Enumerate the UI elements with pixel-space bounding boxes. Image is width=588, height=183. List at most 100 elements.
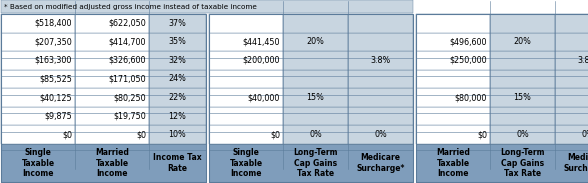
Bar [348,14,413,33]
Bar [149,14,206,33]
Bar [416,144,588,182]
Text: 3.8%: 3.8% [577,56,588,65]
Bar [416,33,490,51]
Text: $19,750: $19,750 [113,112,146,121]
Bar [1,0,413,13]
Text: 22%: 22% [169,93,186,102]
Bar [416,107,490,125]
Text: $40,125: $40,125 [39,93,72,102]
Bar [416,14,588,182]
Bar [75,125,149,144]
Text: 20%: 20% [513,37,532,46]
Bar [555,33,588,51]
Text: Medicare
Surcharge*: Medicare Surcharge* [563,153,588,173]
Text: 20%: 20% [306,37,325,46]
Bar [209,88,283,107]
Text: $0: $0 [270,130,280,139]
Text: 32%: 32% [169,56,186,65]
Bar [209,14,413,182]
Bar [209,33,283,51]
Bar [490,14,555,33]
Bar [209,125,283,144]
Text: $0: $0 [136,130,146,139]
Text: 0%: 0% [581,130,588,139]
Bar [149,70,206,88]
Bar [555,70,588,88]
Bar [1,107,75,125]
Text: $200,000: $200,000 [242,56,280,65]
Bar [75,14,149,33]
Bar [209,70,283,88]
Bar [149,107,206,125]
Bar [1,14,75,33]
Bar [149,125,206,144]
Bar [348,107,413,125]
Bar [149,33,206,51]
Bar [75,107,149,125]
Bar [209,51,283,70]
Bar [490,125,555,144]
Bar [149,88,206,107]
Bar [416,70,490,88]
Text: 37%: 37% [169,19,186,28]
Bar [555,107,588,125]
Text: $441,450: $441,450 [242,37,280,46]
Text: $518,400: $518,400 [35,19,72,28]
Text: 0%: 0% [516,130,529,139]
Text: Long-Term
Cap Gains
Tax Rate: Long-Term Cap Gains Tax Rate [500,148,544,178]
Text: Income Tax
Rate: Income Tax Rate [153,153,202,173]
Bar [283,125,348,144]
Text: Long-Term
Cap Gains
Tax Rate: Long-Term Cap Gains Tax Rate [293,148,338,178]
Bar [75,70,149,88]
Text: $250,000: $250,000 [449,56,487,65]
Bar [490,70,555,88]
Text: $163,300: $163,300 [35,56,72,65]
Text: $622,050: $622,050 [108,19,146,28]
Bar [348,88,413,107]
Bar [1,51,75,70]
Text: $80,250: $80,250 [113,93,146,102]
Text: $0: $0 [62,130,72,139]
Bar [209,107,283,125]
Bar [1,33,75,51]
Bar [75,88,149,107]
Bar [416,51,490,70]
Text: $171,050: $171,050 [108,74,146,83]
Text: $0: $0 [477,130,487,139]
Bar [490,107,555,125]
Bar [1,88,75,107]
Bar [149,51,206,70]
Bar [490,51,555,70]
Text: $496,600: $496,600 [449,37,487,46]
Bar [75,33,149,51]
Bar [283,51,348,70]
Text: $85,525: $85,525 [39,74,72,83]
Bar [1,14,206,182]
Text: 3.8%: 3.8% [370,56,390,65]
Bar [348,70,413,88]
Text: 24%: 24% [169,74,186,83]
Bar [348,33,413,51]
Text: $80,000: $80,000 [455,93,487,102]
Bar [1,125,75,144]
Bar [555,88,588,107]
Bar [555,125,588,144]
Text: Single
Taxable
Income: Single Taxable Income [21,148,55,178]
Text: $40,000: $40,000 [248,93,280,102]
Bar [283,33,348,51]
Text: 35%: 35% [169,37,186,46]
Text: Medicare
Surcharge*: Medicare Surcharge* [356,153,405,173]
Bar [416,88,490,107]
Bar [416,125,490,144]
Text: 10%: 10% [169,130,186,139]
Bar [348,51,413,70]
Bar [283,107,348,125]
Text: $326,600: $326,600 [109,56,146,65]
Bar [1,70,75,88]
Text: Married
Taxable
Income: Married Taxable Income [436,148,470,178]
Bar [283,70,348,88]
Text: 12%: 12% [169,112,186,121]
Bar [209,14,283,33]
Bar [555,51,588,70]
Text: $207,350: $207,350 [34,37,72,46]
